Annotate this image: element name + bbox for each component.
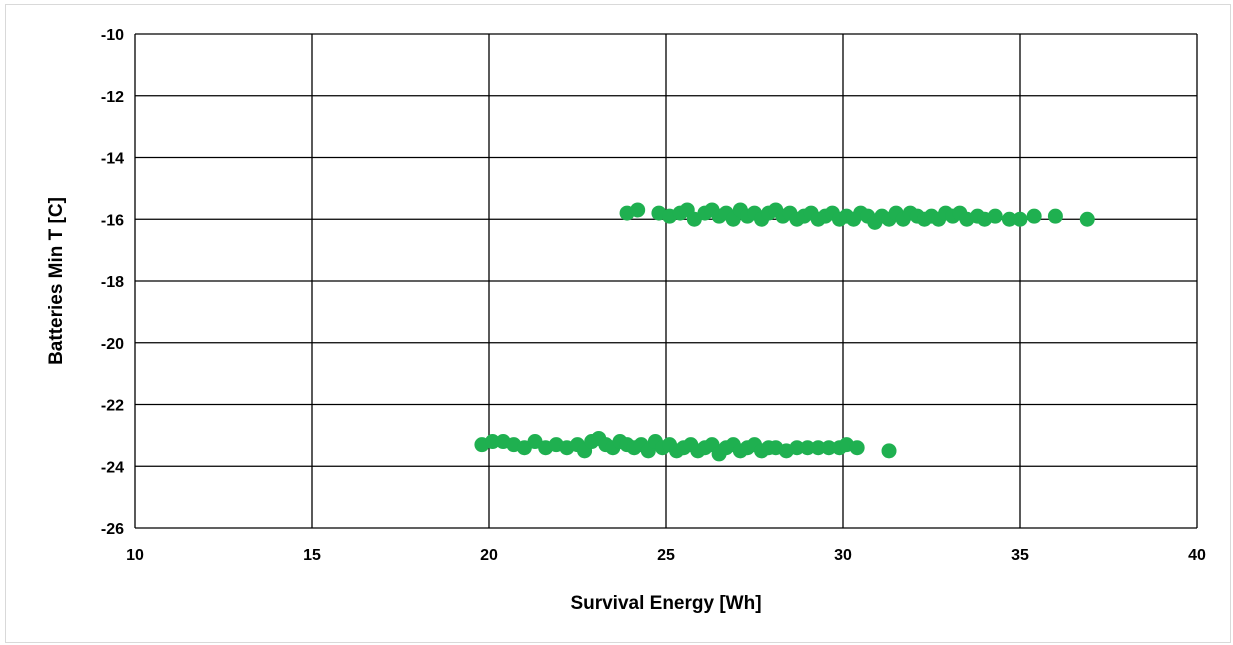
data-point [810, 440, 826, 456]
data-point [1047, 208, 1063, 224]
y-tick-label: -18 [101, 274, 124, 291]
data-point [630, 202, 646, 218]
y-tick-labels: -10 -12 -14 -16 -18 -20 -22 -24 -26 [101, 27, 124, 538]
y-tick-label: -12 [101, 89, 124, 106]
x-tick-label: 15 [303, 547, 321, 564]
grid [134, 33, 1198, 529]
data-point [849, 440, 865, 456]
data-point [800, 440, 816, 456]
x-tick-label: 20 [480, 547, 498, 564]
y-tick-label: -20 [101, 336, 124, 353]
data-point [821, 440, 837, 456]
x-tick-label: 40 [1188, 547, 1206, 564]
data-point [881, 443, 897, 459]
data-point [1012, 211, 1028, 227]
data-point [485, 434, 501, 450]
x-tick-label: 25 [657, 547, 675, 564]
chart-frame [5, 4, 1231, 643]
data-point [987, 208, 1003, 224]
y-tick-label: -16 [101, 212, 124, 229]
data-point [789, 440, 805, 456]
y-tick-label: -10 [101, 27, 124, 44]
x-tick-label: 30 [834, 547, 852, 564]
x-tick-labels: 10 15 20 25 30 35 40 [126, 547, 1206, 564]
data-points [474, 202, 1095, 462]
y-tick-label: -22 [101, 398, 124, 415]
y-tick-label: -26 [101, 521, 124, 538]
y-axis-title: Batteries Min T [C] [46, 197, 67, 365]
y-tick-label: -14 [101, 151, 124, 168]
x-axis-title: Survival Energy [Wh] [570, 593, 761, 614]
y-tick-label: -24 [101, 459, 124, 476]
x-tick-label: 10 [126, 547, 144, 564]
data-point [1001, 211, 1017, 227]
x-tick-label: 35 [1011, 547, 1029, 564]
data-point [1026, 208, 1042, 224]
data-point [1079, 211, 1095, 227]
